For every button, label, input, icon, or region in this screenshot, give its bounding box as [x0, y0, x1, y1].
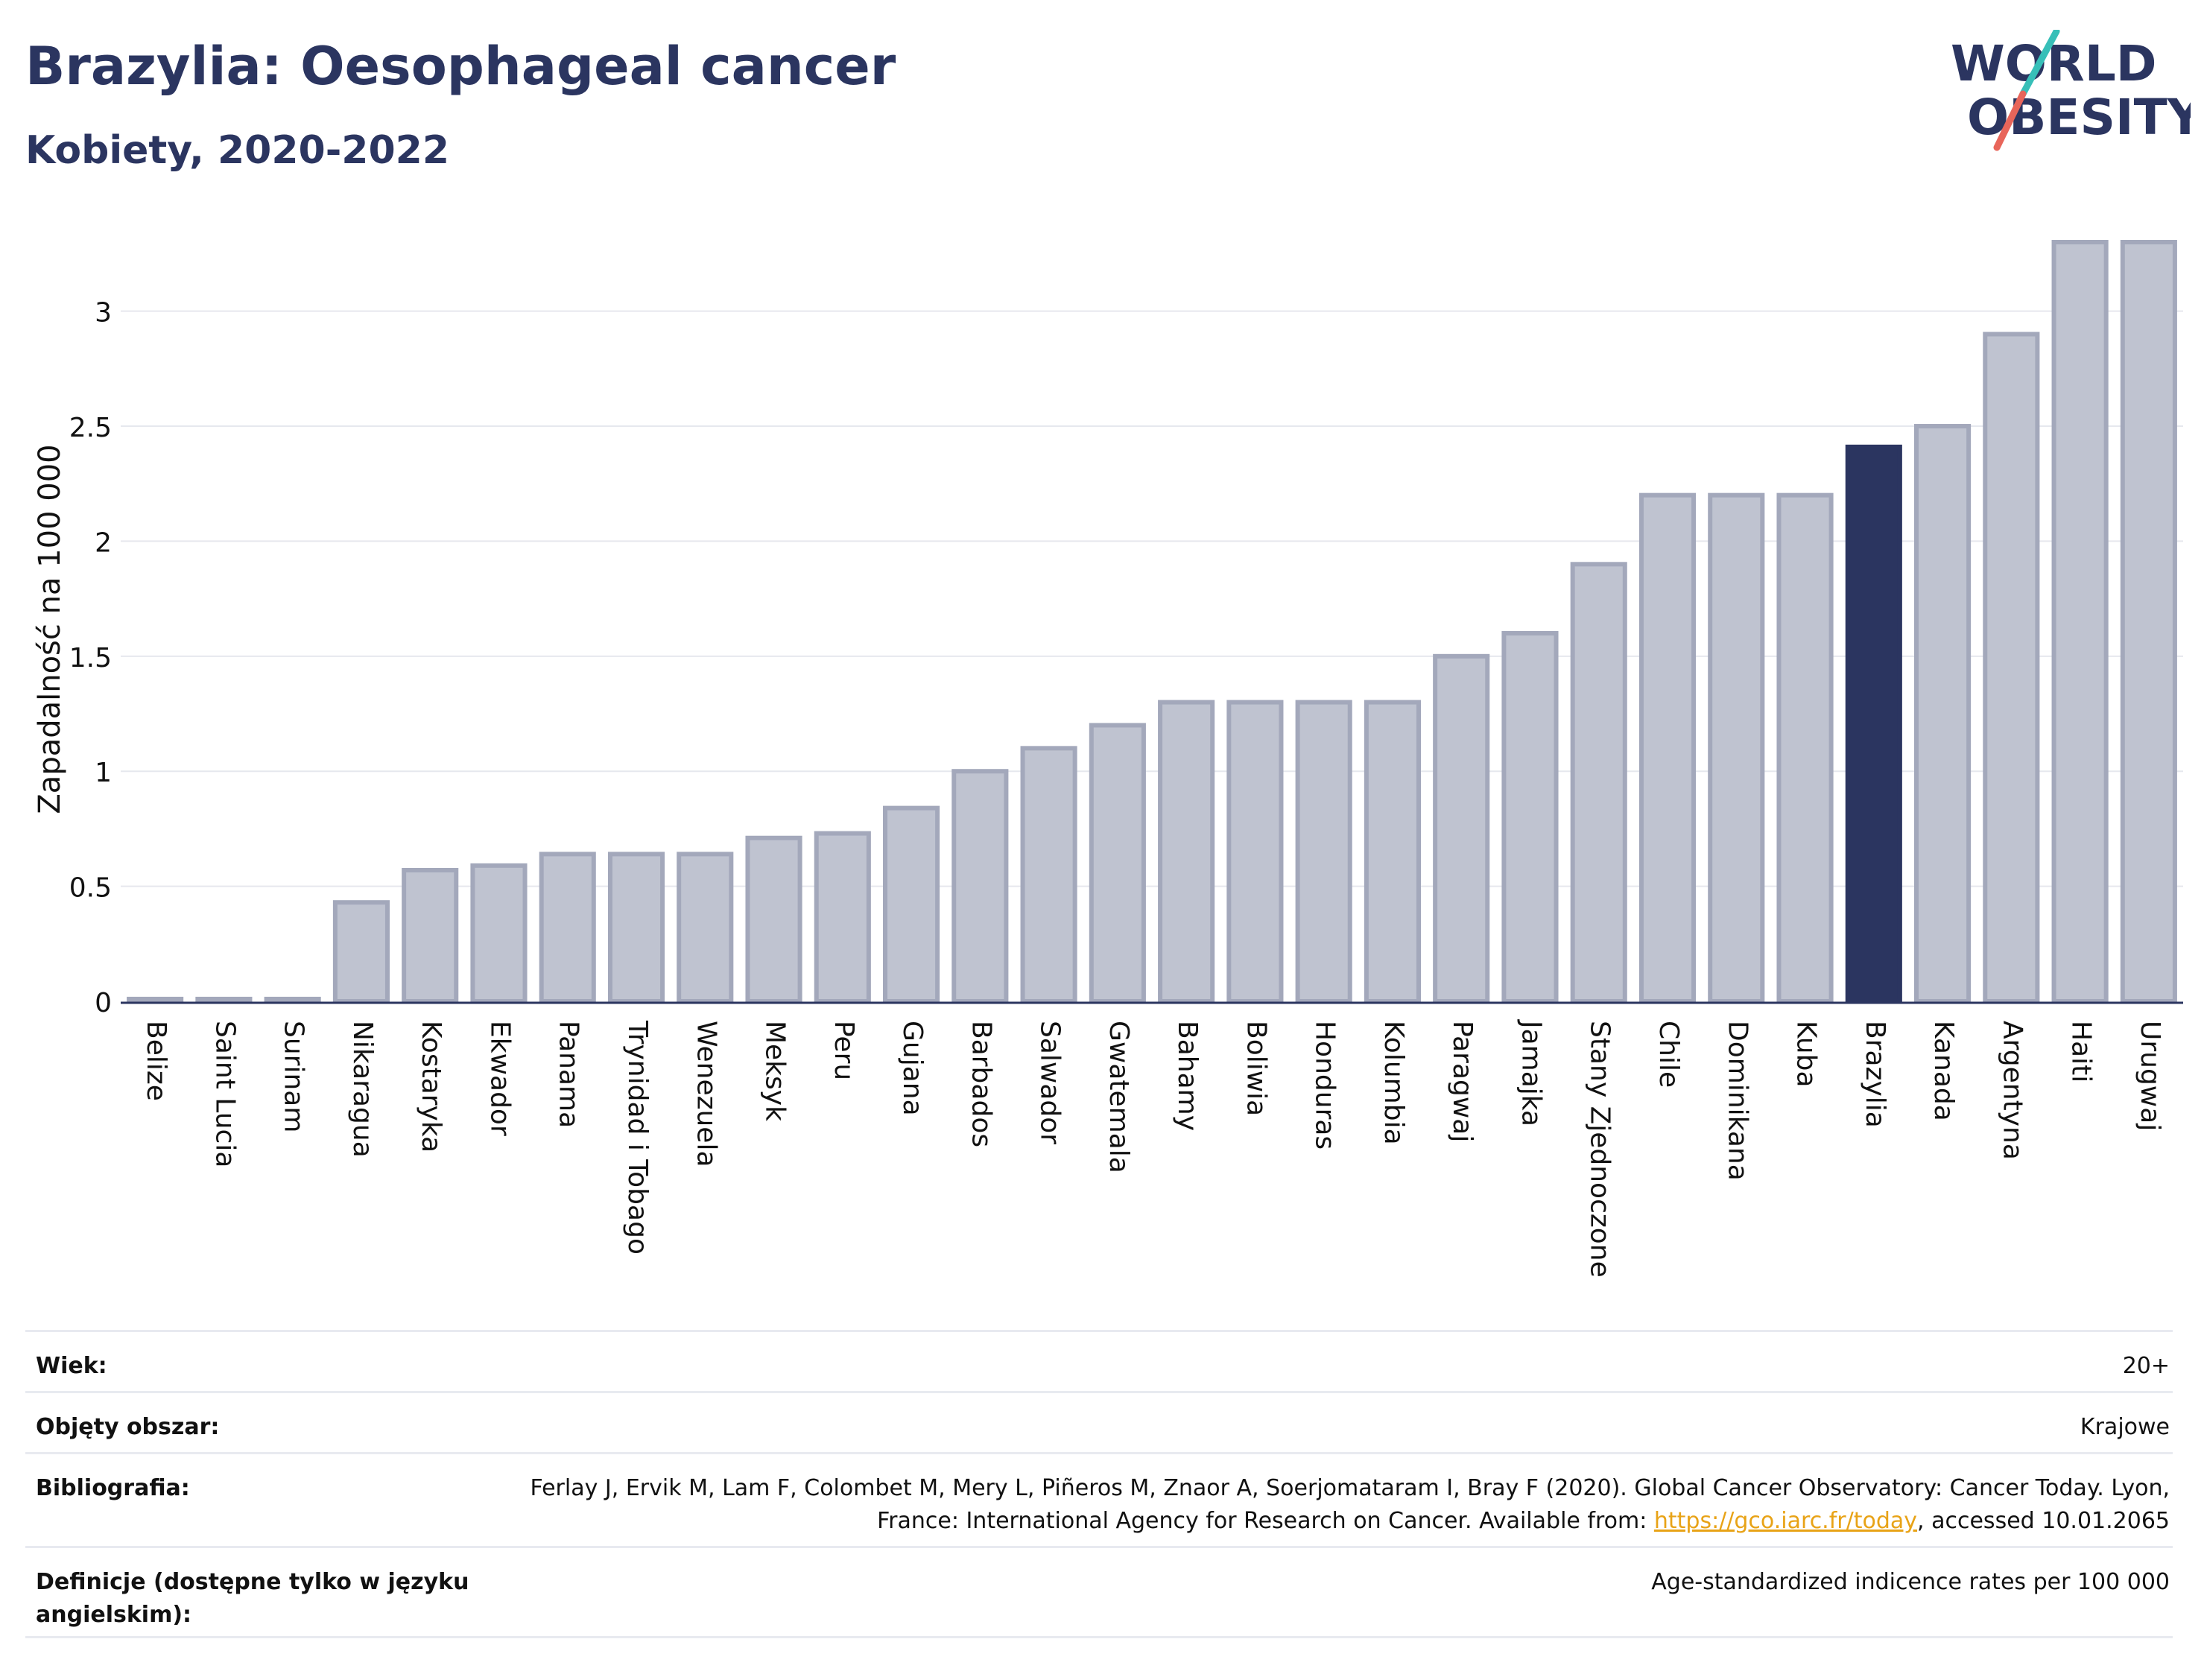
y-tick-labels: 0 0.5 1 1.5 2 2.5 3 [69, 298, 112, 1018]
bar [1226, 700, 1284, 1004]
x-tick-label: Brazylia [1860, 1021, 1890, 1128]
meta-value-coverage: Krajowe [2080, 1414, 2170, 1440]
y-tick-label: 0.5 [69, 873, 112, 904]
bar [883, 805, 940, 1004]
x-tick-label: Honduras [1310, 1021, 1340, 1150]
x-tick-label: Barbados [966, 1021, 996, 1147]
meta-value-age: 20+ [2122, 1353, 2170, 1379]
x-tick-label: Kostaryka [416, 1021, 446, 1153]
meta-value-definitions: Age-standardized indicence rates per 100… [1651, 1569, 2170, 1595]
logo-text-top: WORLD [1951, 35, 2157, 92]
bar [1364, 700, 1421, 1004]
bar [127, 996, 184, 1004]
meta-label-age: Wiek: [36, 1353, 107, 1379]
bar [1295, 700, 1352, 1004]
x-tick-label: Kolumbia [1378, 1021, 1409, 1145]
y-tick-label: 2.5 [69, 413, 112, 443]
y-tick-label: 1.5 [69, 643, 112, 673]
x-tick-label: Salwador [1035, 1021, 1065, 1144]
metadata-table: Wiek: 20+ Objęty obszar: Krajowe Bibliog… [25, 1330, 2173, 1638]
y-tick-label: 1 [95, 758, 112, 788]
y-tick-label: 0 [95, 988, 112, 1018]
bar [1089, 723, 1146, 1004]
bar [745, 835, 802, 1004]
bibliography-text: Ferlay J, Ervik M, Lam F, Colombet M, Me… [530, 1475, 2170, 1534]
bar [677, 852, 734, 1004]
bars [127, 240, 2177, 1004]
logo-accent-teal [2019, 30, 2060, 98]
chart-subtitle: Kobiety, 2020-2022 [25, 128, 450, 173]
bar [1433, 653, 1490, 1004]
bar [1501, 630, 1559, 1004]
x-tick-label: Argentyna [1997, 1021, 2027, 1160]
meta-label-bibliography: Bibliografia: [36, 1475, 190, 1501]
x-tick-label: Boliwia [1241, 1021, 1271, 1116]
meta-row-coverage: Objęty obszar: Krajowe [25, 1391, 2173, 1452]
x-tick-label: Peru [829, 1021, 859, 1080]
x-tick-label: Stany Zjednoczone [1585, 1021, 1615, 1278]
bar [470, 863, 528, 1004]
bar [1570, 562, 1627, 1004]
x-tick-label: Meksyk [760, 1021, 791, 1121]
x-tick-label: Wenezuela [691, 1021, 721, 1167]
x-tick-label: Kanada [1928, 1021, 1959, 1121]
bar [264, 996, 321, 1004]
x-tick-label: Gwatemala [1103, 1021, 1134, 1173]
x-tick-label: Chile [1653, 1021, 1684, 1088]
y-axis-label: Zapadalność na 100 000 [33, 444, 67, 814]
x-tick-label: Kuba [1791, 1021, 1822, 1088]
bar [539, 852, 596, 1004]
bar [1638, 492, 1697, 1004]
bar [195, 996, 253, 1004]
bar [1158, 700, 1215, 1004]
bar [607, 852, 665, 1004]
meta-row-definitions: Definicje (dostępne tylko w języku angie… [25, 1546, 2173, 1638]
bibliography-link[interactable]: https://gco.iarc.fr/today [1653, 1507, 1918, 1534]
x-tick-label: Paragwaj [1447, 1021, 1478, 1142]
x-tick-label: Trynidad i Tobago [622, 1020, 653, 1255]
bar-chart: 0 0.5 1 1.5 2 2.5 3 Belize Saint Lucia Surinam Ni… [33, 240, 2183, 1278]
meta-row-bibliography: Bibliografia: Ferlay J, Ervik M, Lam F, … [25, 1452, 2173, 1546]
bar [2120, 240, 2177, 1004]
grid-lines [121, 310, 2183, 887]
bar [402, 867, 459, 1004]
bar [1776, 492, 1834, 1004]
x-tick-label: Dominikana [1722, 1021, 1752, 1181]
bar [332, 900, 390, 1004]
x-tick-label: Urugwaj [2135, 1021, 2165, 1131]
x-tick-labels: Belize Saint Lucia Surinam Nikaragua Kostary… [141, 1019, 2165, 1278]
chart-title: Brazylia: Oesophageal cancer [25, 36, 896, 97]
x-tick-label: Nikaragua [347, 1021, 378, 1158]
meta-label-coverage: Objęty obszar: [36, 1414, 220, 1440]
x-tick-label: Belize [141, 1021, 171, 1101]
x-tick-label: Bahamy [1172, 1021, 1203, 1131]
bar [1983, 332, 2040, 1004]
meta-value-bibliography: Ferlay J, Ervik M, Lam F, Colombet M, Me… [513, 1472, 2173, 1546]
meta-row-age: Wiek: 20+ [25, 1330, 2173, 1391]
bar [2051, 240, 2109, 1004]
x-tick-label: Jamajka [1516, 1019, 1546, 1126]
x-tick-label: Haiti [2066, 1021, 2097, 1083]
bar [1914, 424, 1972, 1004]
bar [1708, 492, 1765, 1004]
bar [951, 769, 1009, 1004]
bar [1845, 444, 1902, 1004]
x-tick-label: Ekwador [484, 1021, 515, 1136]
x-tick-label: Gujana [897, 1021, 928, 1116]
logo-accent-red [1993, 90, 2027, 151]
x-tick-label: Surinam [279, 1021, 309, 1132]
bibliography-accessed: , accessed 10.01.2065 [1917, 1507, 2170, 1534]
world-obesity-logo: WORLD OBESITY [1951, 30, 2191, 151]
x-tick-label: Saint Lucia [209, 1021, 240, 1167]
y-tick-label: 2 [95, 527, 112, 558]
y-tick-label: 3 [95, 298, 112, 329]
x-tick-label: Panama [554, 1021, 584, 1128]
meta-label-definitions: Definicje (dostępne tylko w języku angie… [36, 1569, 469, 1628]
bar [1020, 746, 1077, 1004]
bar [814, 831, 871, 1004]
